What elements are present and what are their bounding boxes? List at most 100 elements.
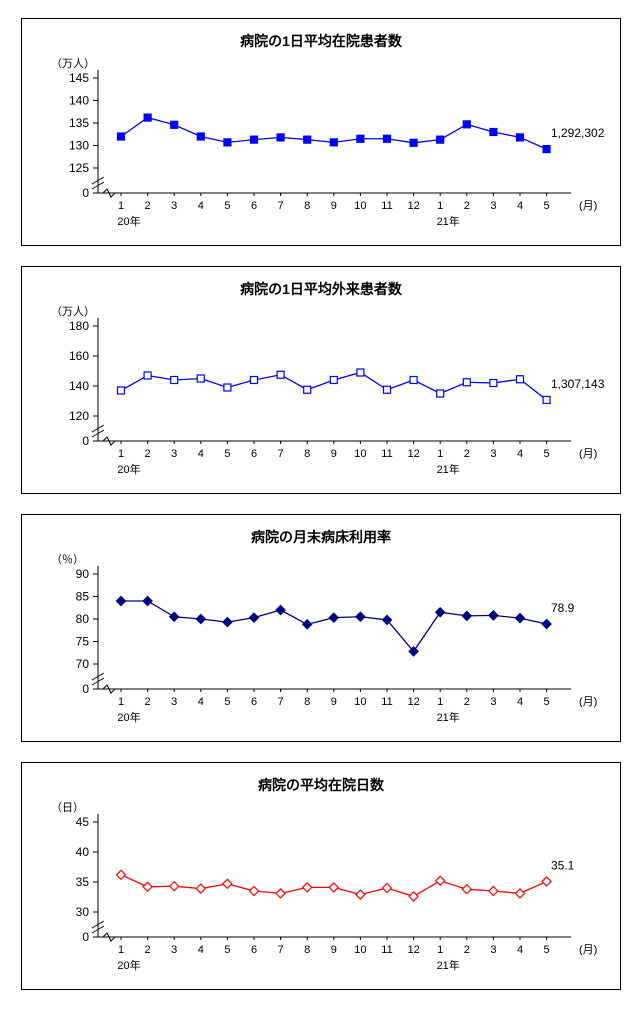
y-zero-label: 0 [82, 434, 89, 448]
y-tick-label: 180 [69, 319, 89, 333]
x-axis-break-icon [102, 684, 116, 694]
data-point [275, 888, 286, 899]
x-tick-label: 5 [544, 200, 550, 212]
y-axis-break-icon [91, 920, 105, 929]
data-point [408, 891, 419, 902]
y-zero-label: 0 [82, 186, 89, 200]
x-tick-label: 4 [517, 200, 523, 212]
data-point [356, 368, 365, 377]
y-tick-label: 160 [69, 349, 89, 363]
year-label: 21年 [437, 710, 460, 724]
axis-unit-label: （日） [51, 801, 84, 814]
x-tick-label: 4 [517, 448, 523, 460]
y-axis-break-icon [91, 429, 105, 438]
x-tick-label: 2 [464, 696, 470, 708]
x-tick-label: 6 [251, 448, 257, 460]
x-tick-label: 8 [304, 696, 310, 708]
y-tick-label: 30 [76, 905, 90, 919]
y-tick-label: 45 [76, 815, 90, 829]
data-point [116, 132, 126, 141]
x-tick-label: 3 [490, 944, 496, 956]
x-tick-label: 5 [224, 448, 230, 460]
year-label: 20年 [117, 462, 140, 476]
x-tick-label: 5 [224, 696, 230, 708]
data-point [168, 611, 180, 623]
x-tick-label: 5 [544, 944, 550, 956]
data-point [381, 614, 393, 626]
data-point [170, 120, 179, 129]
final-value-label: 1,292,302 [551, 126, 605, 140]
x-tick-label: 1 [118, 944, 124, 956]
x-tick-label: 1 [118, 696, 124, 708]
x-axis-break-icon [102, 188, 116, 198]
data-point [514, 888, 526, 899]
month-unit-label: (月) [579, 200, 597, 212]
data-point [116, 386, 126, 395]
x-tick-label: 9 [331, 200, 337, 212]
x-tick-label: 6 [251, 200, 257, 212]
x-tick-label: 2 [145, 944, 151, 956]
data-point [461, 883, 473, 895]
data-point [196, 374, 205, 383]
x-tick-label: 2 [464, 944, 470, 956]
chart-card-bed-occupancy: 病院の月末病床利用率 90 85 80 75 70 0 （％） 1 2 3 4 5 6 7 8 9 10 11 12… [21, 514, 621, 742]
data-point [275, 604, 286, 616]
y-tick-label: 120 [69, 409, 89, 423]
x-tick-label: 9 [331, 448, 337, 460]
data-point [436, 389, 445, 398]
data-point [488, 610, 499, 621]
x-tick-label: 1 [118, 200, 124, 212]
x-tick-label: 8 [304, 200, 310, 212]
data-point [514, 612, 526, 624]
x-tick-label: 10 [354, 944, 366, 956]
data-point [276, 370, 285, 379]
x-tick-label: 11 [381, 944, 392, 956]
axis-unit-label: （万人） [51, 305, 95, 318]
axis-unit-label: （％） [51, 553, 84, 566]
x-tick-label: 2 [145, 448, 151, 460]
x-tick-label: 12 [407, 200, 419, 212]
data-point [409, 375, 418, 385]
series-line [121, 600, 547, 653]
data-point [168, 880, 180, 892]
x-tick-label: 4 [517, 944, 523, 956]
x-tick-label: 11 [381, 696, 392, 708]
x-tick-label: 4 [198, 200, 204, 212]
y-zero-label: 0 [82, 930, 89, 944]
chart-card-avg-outpatients: 病院の1日平均外来患者数 180 160 140 120 0 （万人） 1 2 3 4 5 6 7 8 9 1… [21, 266, 621, 494]
month-unit-label: (月) [579, 696, 597, 708]
y-tick-label: 140 [69, 379, 89, 393]
data-point [381, 882, 393, 894]
final-value-label: 35.1 [551, 858, 575, 872]
x-tick-label: 2 [145, 200, 151, 212]
data-point [541, 618, 552, 630]
chart-title: 病院の月末病床利用率 [251, 529, 391, 545]
data-point [355, 889, 366, 900]
x-tick-label: 6 [251, 696, 257, 708]
data-point [195, 613, 207, 625]
data-point [248, 612, 260, 623]
data-point [170, 375, 179, 385]
y-axis-break-icon [91, 424, 105, 433]
data-point [249, 135, 259, 144]
data-point [329, 138, 338, 147]
x-axis-break-icon [102, 436, 116, 446]
x-tick-label: 3 [171, 944, 177, 956]
chart-card-avg-inpatients: 病院の1日平均在院患者数 145 140 135 130 125 0 （万人） 1 2 3 4 5 6 7… [21, 18, 621, 246]
data-point [303, 135, 312, 144]
year-label: 20年 [117, 710, 140, 724]
data-point [142, 881, 153, 893]
data-point [436, 135, 445, 144]
y-tick-label: 90 [76, 567, 90, 581]
x-tick-label: 4 [198, 448, 204, 460]
x-tick-label: 11 [381, 448, 392, 460]
year-label: 20年 [117, 214, 140, 228]
data-point [462, 120, 471, 129]
x-tick-label: 1 [437, 200, 443, 212]
x-tick-label: 10 [354, 448, 366, 460]
data-point [276, 133, 285, 142]
data-point [515, 133, 525, 142]
final-value-label: 78.9 [551, 601, 575, 615]
data-point [356, 134, 365, 143]
